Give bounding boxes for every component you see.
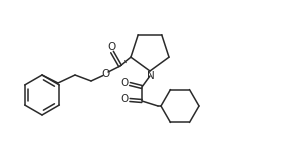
Text: N: N	[147, 71, 155, 81]
Text: O: O	[121, 94, 129, 104]
Text: O: O	[108, 42, 116, 52]
Text: O: O	[101, 69, 109, 79]
Text: O: O	[121, 78, 129, 88]
